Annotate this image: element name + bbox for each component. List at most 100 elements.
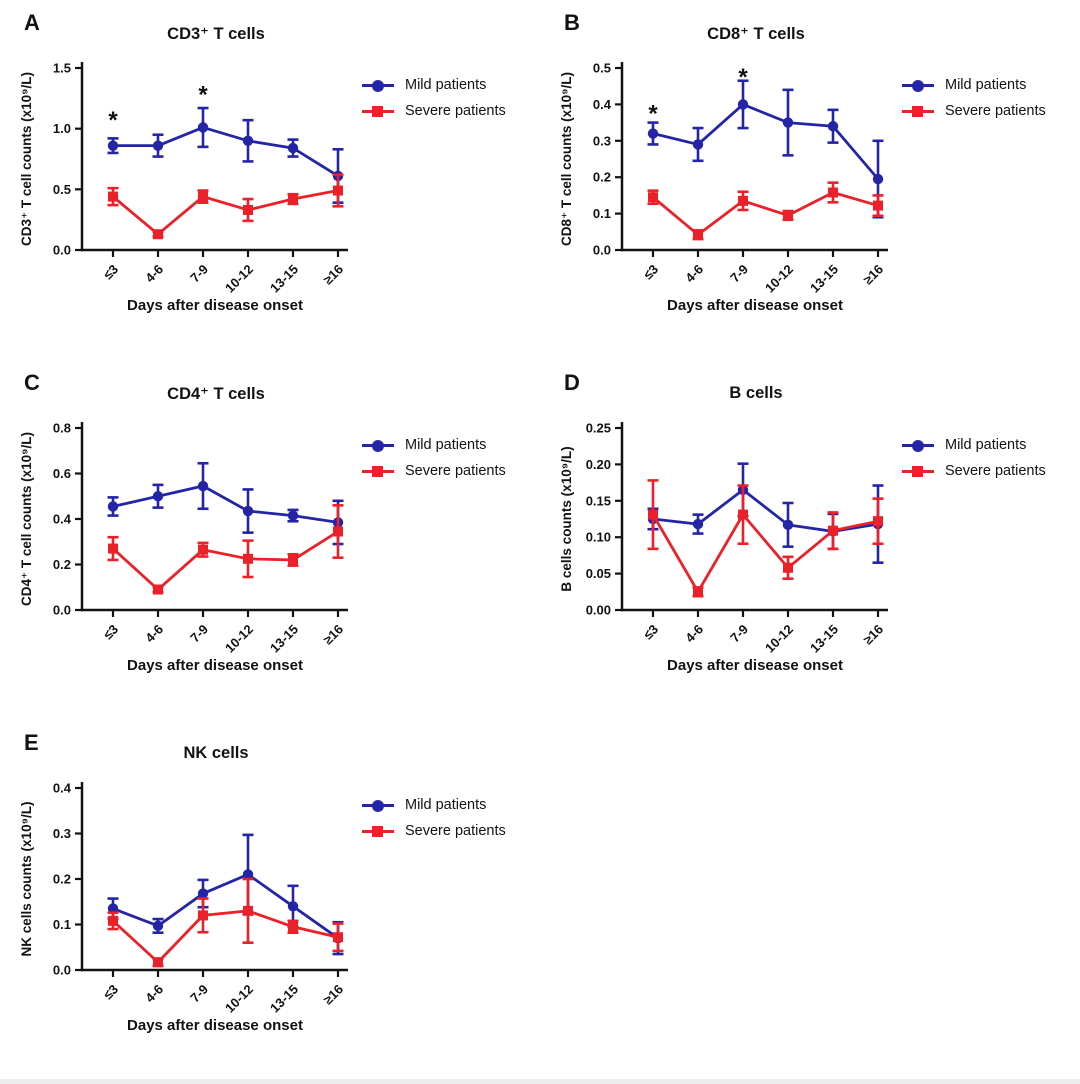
y-axis-tick-label: 0.6 [53, 466, 71, 481]
severe-data-point [108, 543, 118, 554]
mild-data-point [242, 135, 254, 146]
severe-legend-label: Severe patients [945, 103, 1046, 119]
x-axis-tick-label: 7-9 [727, 262, 751, 286]
x-axis-tick-label: ≥16 [860, 262, 886, 288]
severe-legend-label: Severe patients [405, 823, 506, 839]
mild-data-point [197, 480, 209, 492]
y-axis-tick-label: 0.3 [53, 826, 71, 841]
x-axis-tick-label: 10-12 [222, 622, 256, 656]
x-axis-tick-label: 10-12 [222, 262, 256, 296]
mild-data-point [287, 901, 299, 912]
legend-item-mild: Mild patients [362, 432, 506, 458]
severe-data-point [738, 509, 748, 520]
x-axis-tick-label: 4-6 [682, 622, 706, 646]
significance-asterisk: * [108, 107, 118, 134]
mild-data-point [107, 501, 119, 512]
legend-item-mild: Mild patients [902, 72, 1046, 98]
mild-series-line [112, 873, 339, 940]
x-axis-tick-label: 10-12 [222, 982, 256, 1016]
severe-data-point [333, 932, 343, 943]
severe-data-point [873, 200, 883, 211]
y-axis-tick-label: 0.05 [586, 566, 611, 581]
legend: Mild patients Severe patients [362, 792, 506, 844]
x-axis-tick-label: ≥16 [320, 622, 346, 648]
chart-cd4-t-cells: 0.0 0.2 0.4 0.6 0.8 ≤3 4-6 7-9 10-12 13-15 ≥16 CD4⁺… [19, 421, 348, 674]
x-axis-tick-label: 10-12 [762, 622, 796, 656]
x-axis-tick-label: 7-9 [187, 622, 211, 646]
severe-data-point [333, 185, 343, 196]
y-axis-tick-label: 0.2 [53, 557, 71, 572]
chart-cd3-t-cells: 0.0 0.5 1.0 1.5 ≤3 4-6 7-9 10-12 13-15 ≥16 CD3⁺ T … [19, 61, 348, 314]
x-axis-tick-label: ≥16 [320, 262, 346, 288]
legend-item-mild: Mild patients [362, 72, 506, 98]
x-axis-label: Days after disease onset [667, 297, 843, 314]
severe-data-point [783, 562, 793, 573]
x-axis-tick-label: 7-9 [187, 262, 211, 286]
y-axis-tick-label: 0.10 [586, 530, 611, 545]
mild-data-point [197, 888, 209, 899]
x-axis-tick-label: 4-6 [682, 262, 706, 286]
mild-data-point [872, 173, 884, 185]
chart-cd8-t-cells: 0.0 0.1 0.2 0.3 0.4 0.5 ≤3 4-6 7-9 10-12 13-15 ≥16 C… [559, 61, 888, 314]
mild-legend-label: Mild patients [945, 77, 1027, 93]
mild-data-point [782, 117, 794, 128]
severe-data-point [738, 195, 748, 206]
mild-data-point [737, 99, 749, 110]
panel-e: E NK cells 0.0 0.1 0.2 0.3 0.4 ≤3 4-6 7-9 10-12 1… [10, 728, 550, 1080]
x-axis-tick-label: 13-15 [807, 622, 841, 656]
severe-data-point [693, 586, 703, 597]
severe-data-point [243, 905, 253, 916]
panel-title-c: CD4⁺ T cells [167, 385, 265, 403]
y-axis-tick-label: 0.1 [53, 917, 71, 932]
severe-series-line [112, 189, 339, 236]
severe-data-point [108, 191, 118, 202]
mild-series-line [112, 484, 339, 524]
panel-title-a: CD3⁺ T cells [167, 25, 265, 43]
mild-series-line [113, 126, 339, 178]
severe-data-point [828, 525, 838, 536]
x-axis-label: Days after disease onset [127, 657, 303, 674]
legend-item-severe: Severe patients [362, 98, 506, 124]
x-axis-tick-label: 13-15 [267, 262, 301, 296]
severe-data-point [243, 204, 253, 215]
severe-data-point [783, 210, 793, 221]
x-axis-tick-label: 4-6 [142, 622, 166, 646]
severe-series-marker-icon [902, 105, 934, 118]
mild-data-point [152, 920, 164, 932]
x-axis-tick-label: 13-15 [267, 982, 301, 1016]
severe-series-line [651, 513, 879, 594]
x-axis-tick-label: 13-15 [267, 622, 301, 656]
mild-data-point [242, 505, 254, 517]
y-axis-tick-label: 0.15 [586, 493, 611, 508]
legend: Mild patients Severe patients [902, 72, 1046, 124]
mild-data-point [827, 121, 839, 132]
panel-c: C CD4⁺ T cells 0.0 0.2 0.4 0.6 0.8 ≤3 4-6 7-9 10… [10, 368, 550, 720]
severe-series-marker-icon [362, 465, 394, 478]
legend-item-severe: Severe patients [902, 458, 1046, 484]
mild-series-marker-icon [902, 79, 934, 92]
mild-data-point [692, 139, 704, 150]
severe-legend-label: Severe patients [945, 463, 1046, 479]
mild-data-point [107, 903, 119, 914]
mild-legend-label: Mild patients [405, 77, 487, 93]
x-axis-tick-label: ≥16 [860, 622, 886, 648]
y-axis-tick-label: 0.5 [53, 182, 71, 197]
panel-d: D B cells 0.00 0.05 0.10 0.15 0.20 0.25 ≤3 4-6 7… [550, 368, 1080, 720]
panel-label-b: B [564, 10, 580, 35]
severe-data-point [153, 957, 163, 968]
mild-series-marker-icon [362, 439, 394, 452]
severe-series-marker-icon [362, 105, 394, 118]
bottom-border [0, 1079, 1080, 1084]
y-axis-tick-label: 0.20 [586, 457, 611, 472]
mild-legend-label: Mild patients [405, 797, 487, 813]
legend-item-mild: Mild patients [902, 432, 1046, 458]
y-axis-tick-label: 0.4 [593, 97, 612, 112]
legend-item-severe: Severe patients [362, 818, 506, 844]
severe-data-point [333, 526, 343, 537]
y-axis-label: CD4⁺ T cell counts (x10⁹/L) [19, 432, 34, 606]
y-axis-tick-label: 0.8 [53, 421, 71, 436]
x-axis-tick-label: 13-15 [807, 262, 841, 296]
severe-data-point [288, 554, 298, 565]
severe-series-marker-icon [362, 825, 394, 838]
